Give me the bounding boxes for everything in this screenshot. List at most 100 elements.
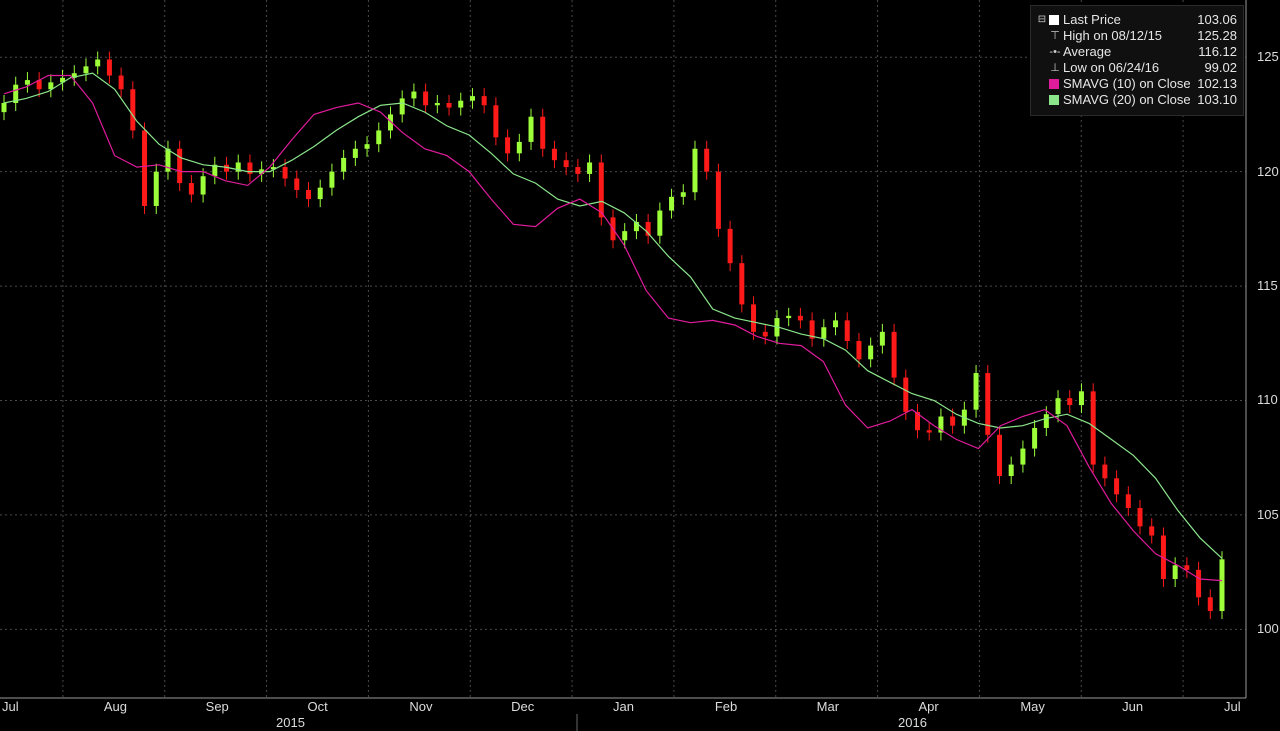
x-tick-label: Aug (103, 699, 127, 714)
y-tick-label: 110 (1257, 392, 1278, 408)
candle-body (24, 80, 30, 85)
candle-body (71, 73, 77, 78)
legend-label: Average (1063, 44, 1112, 59)
x-tick-label: Jul (2, 699, 19, 714)
x-tick-label: Feb (714, 699, 738, 714)
candle-body (833, 320, 839, 328)
legend-label: Low on 06/24/16 (1063, 60, 1160, 75)
legend-sma10: SMAVG (10) on Close 102.13 (1031, 76, 1243, 92)
candle-body (188, 183, 194, 195)
year-label-2015: 2015 (276, 715, 305, 730)
x-tick-label: Apr (918, 699, 939, 714)
candle-body (1149, 526, 1155, 536)
candle-body (153, 171, 159, 206)
candle-body (235, 162, 241, 172)
candle-body (739, 263, 745, 305)
high-marker-icon: ⊤ (1050, 30, 1060, 42)
y-tick-label: 120 (1257, 163, 1279, 179)
candle-body (247, 162, 253, 174)
candle-body (329, 171, 335, 188)
x-tick-label: Jul (1224, 699, 1241, 714)
candle-body (809, 320, 815, 339)
candle-body (118, 75, 124, 90)
chart-legend: ⊟ Last Price 103.06 ⊤ High on 08/12/15 1… (1030, 5, 1244, 116)
candle-body (598, 162, 604, 218)
candle-body (352, 148, 358, 158)
candle-body (1090, 391, 1096, 465)
candle-body (844, 320, 850, 341)
candle-body (411, 91, 417, 99)
candle-body (317, 187, 323, 200)
x-tick-label: Jun (1122, 699, 1144, 714)
candle-body (669, 196, 675, 211)
candle-body (1125, 494, 1131, 509)
candle-body (1219, 559, 1225, 612)
y-tick-label: 115 (1257, 278, 1278, 294)
candle-body (704, 148, 710, 172)
candle-body (106, 59, 112, 76)
candle-body (1196, 569, 1202, 598)
candle-body (364, 144, 370, 149)
legend-high: ⊤ High on 08/12/15 125.28 (1031, 28, 1243, 44)
candle-body (540, 116, 546, 149)
candle-body (1078, 391, 1084, 406)
candle-body (973, 373, 979, 410)
candle-body (821, 327, 827, 339)
candle-body (891, 331, 897, 378)
candle-body (575, 167, 581, 174)
legend-value: 103.10 (1197, 92, 1237, 107)
candle-body (903, 377, 909, 412)
candle-body (1102, 464, 1108, 479)
candle-body (528, 116, 534, 142)
legend-expand-icon[interactable]: ⊟ (1037, 14, 1047, 25)
candle-body (200, 176, 206, 195)
legend-label: SMAVG (20) on Close (1063, 92, 1191, 107)
candle-body (423, 91, 429, 106)
legend-sma20: SMAVG (20) on Close 103.10 (1031, 92, 1243, 108)
candle-body (376, 130, 382, 145)
magenta-square-icon (1049, 79, 1059, 89)
candle-body (715, 171, 721, 229)
x-tick-label: Oct (307, 699, 328, 714)
candle-body (762, 331, 768, 337)
candle-body (224, 164, 230, 172)
candle-body (505, 137, 511, 154)
candle-body (83, 66, 89, 74)
candle-body (1032, 427, 1038, 449)
candle-body (294, 178, 300, 190)
candle-body (341, 157, 347, 172)
sma20-line (3, 72, 1223, 559)
candle-body (727, 228, 733, 264)
candle-body (692, 148, 698, 193)
legend-value: 125.28 (1197, 28, 1237, 43)
candle-body (1067, 398, 1073, 406)
candle-body (551, 148, 557, 161)
candle-body (1114, 478, 1120, 495)
candle-body (1137, 508, 1143, 527)
candle-body (95, 59, 101, 67)
y-tick-label: 125 (1257, 49, 1279, 65)
y-tick-label: 100 (1257, 621, 1279, 637)
candle-body (587, 162, 593, 174)
candle-body (657, 210, 663, 236)
x-tick-label: May (1020, 699, 1045, 714)
candle-body (856, 340, 862, 360)
candle-body (60, 77, 66, 83)
x-tick-label: Mar (816, 699, 840, 714)
legend-label: High on 08/12/15 (1063, 28, 1163, 43)
x-tick-label: Sep (205, 699, 229, 714)
candle-body (950, 416, 956, 426)
candle-body (938, 416, 944, 433)
candle-body (270, 167, 276, 170)
candle-body (879, 331, 885, 346)
legend-low: ⊥ Low on 06/24/16 99.02 (1031, 60, 1243, 76)
legend-value: 99.02 (1204, 60, 1237, 75)
legend-average: -•- Average 116.12 (1031, 44, 1243, 60)
candle-body (1184, 565, 1190, 570)
candle-body (282, 167, 288, 179)
candle-body (387, 114, 393, 131)
candle-body (493, 105, 499, 138)
legend-label: SMAVG (10) on Close (1063, 76, 1191, 91)
candle-body (177, 148, 183, 184)
chart-grid (0, 0, 1246, 698)
